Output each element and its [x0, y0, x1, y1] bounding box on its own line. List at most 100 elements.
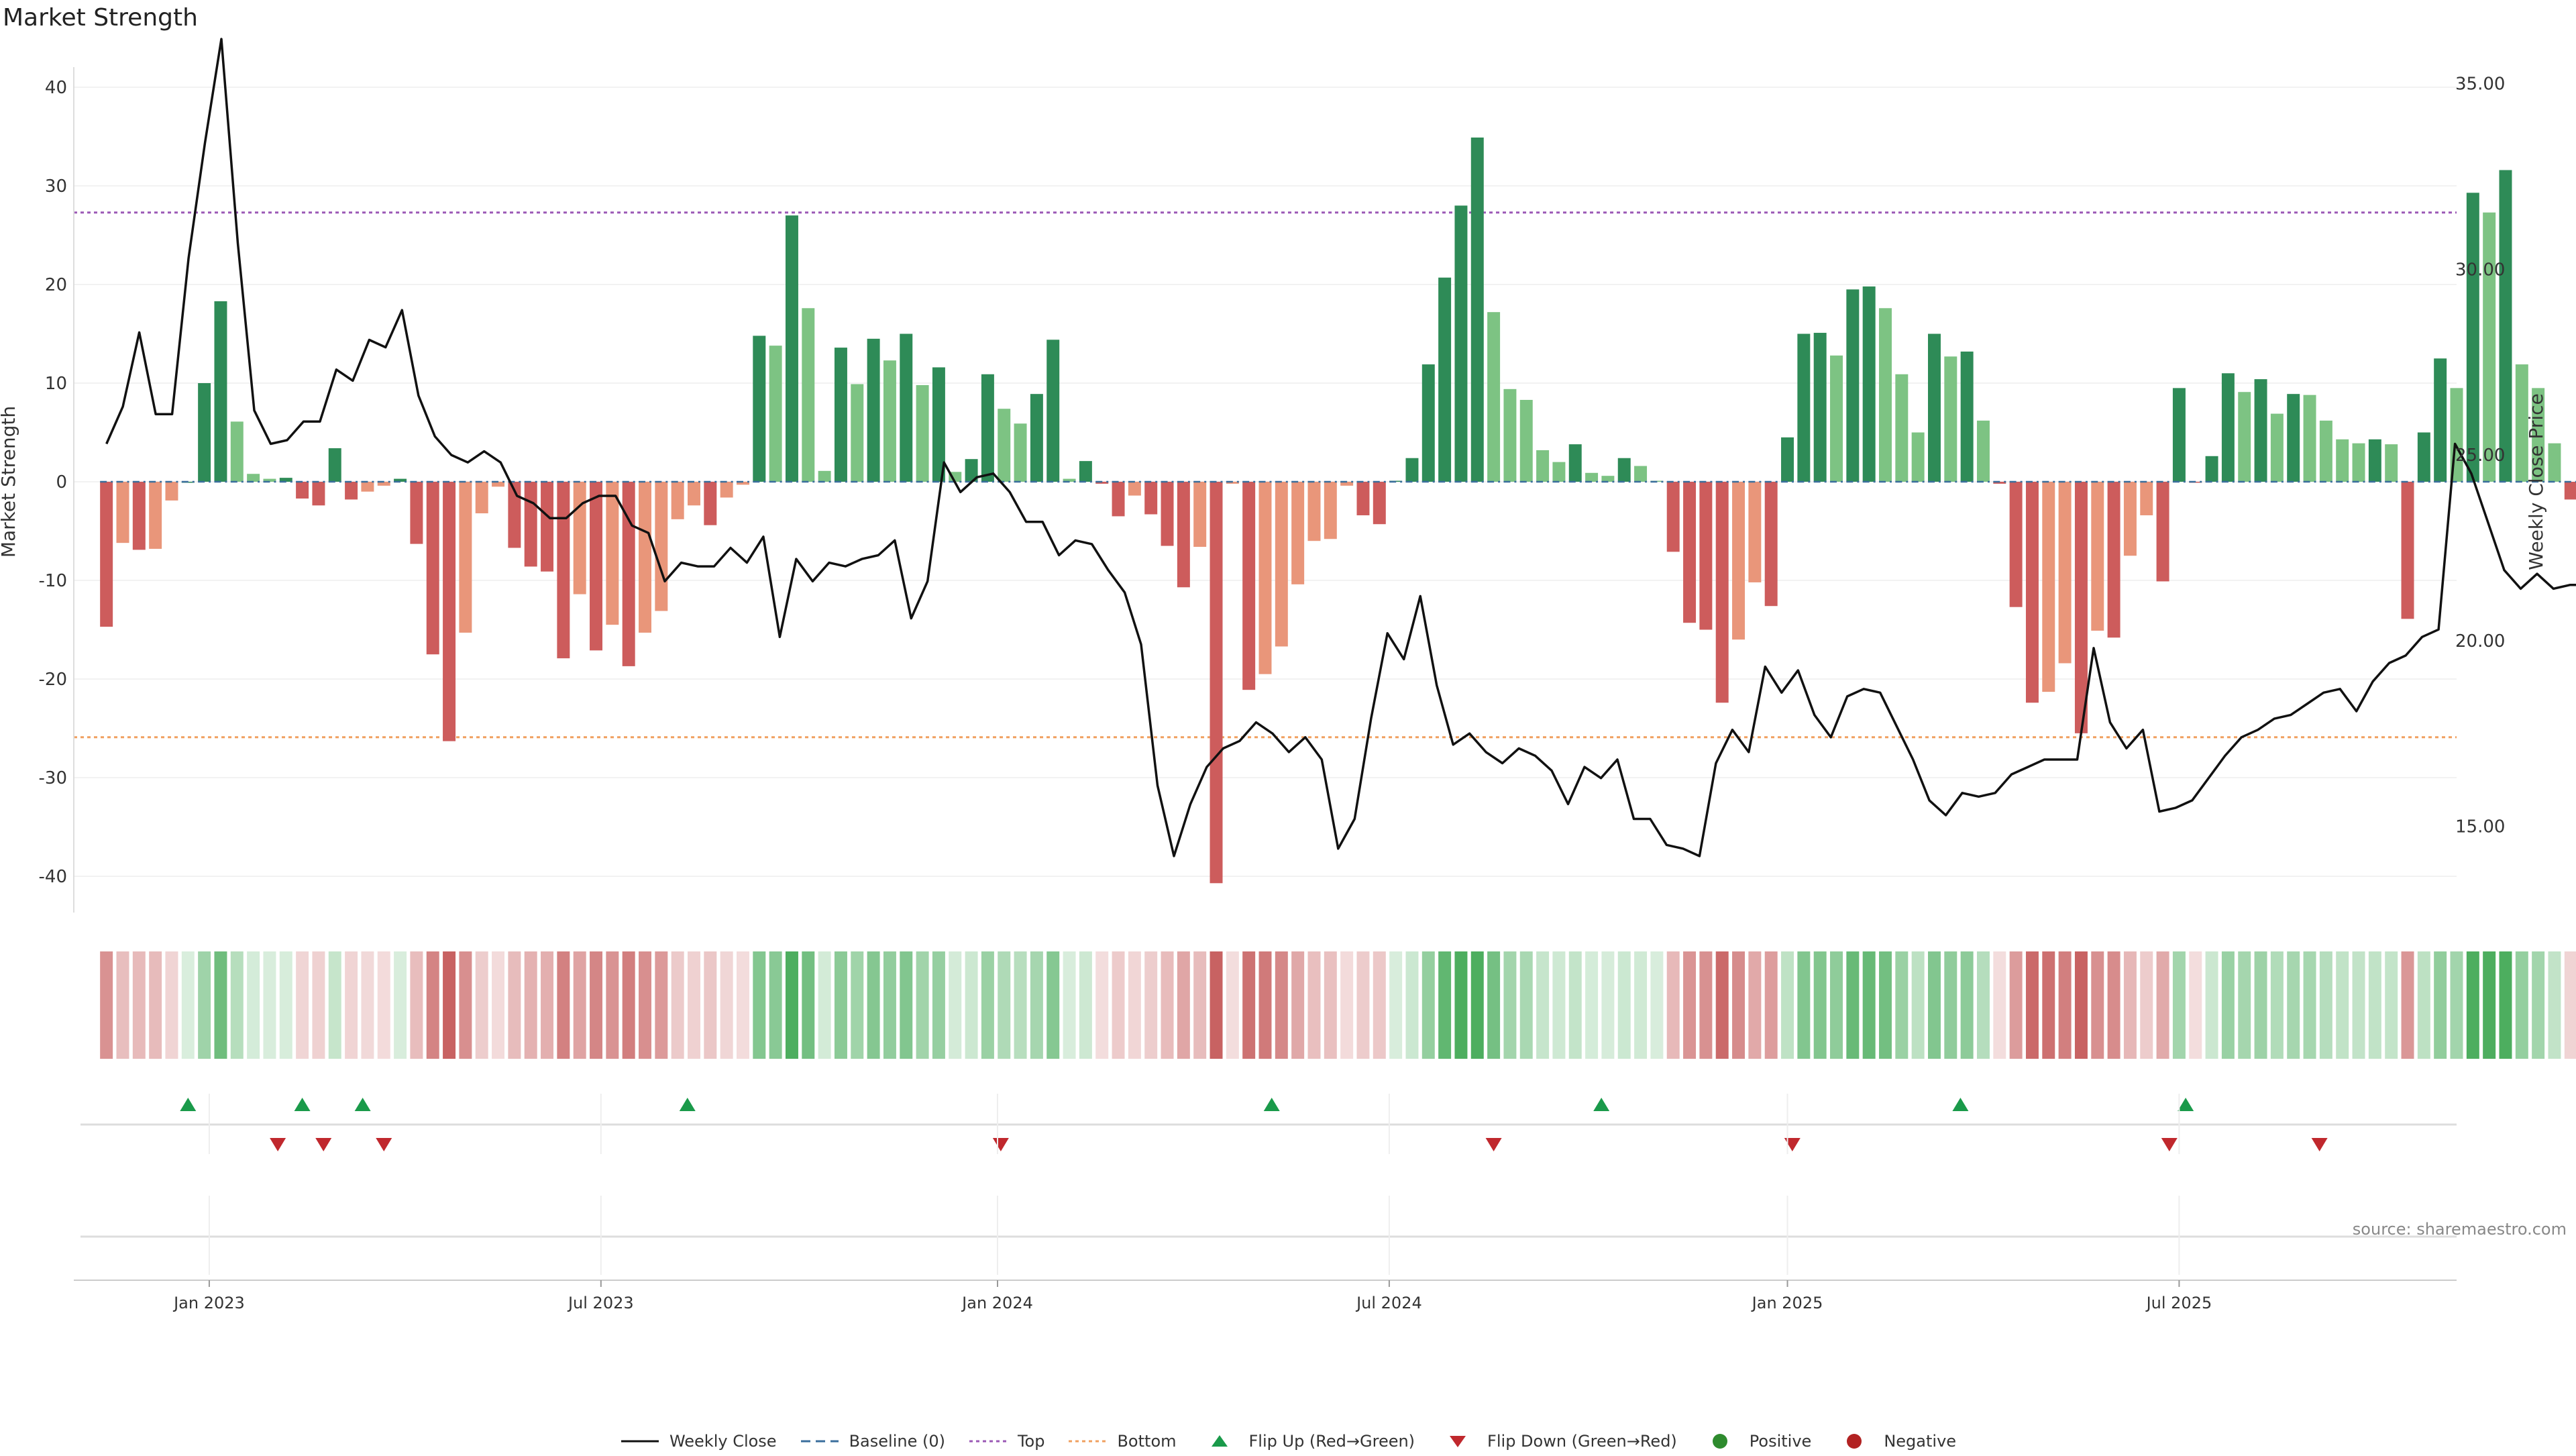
heatmap-cell	[1258, 951, 1272, 1059]
heatmap-cell	[1764, 951, 1778, 1059]
legend-swatch-top	[969, 1440, 1007, 1443]
strength-bar	[2058, 482, 2072, 664]
strength-bar	[573, 482, 586, 594]
y-tick-label-right: 25.00	[2455, 446, 2505, 466]
flip-down-marker	[315, 1138, 332, 1151]
strength-bar	[1944, 356, 1957, 482]
heatmap-cell	[671, 951, 684, 1059]
heatmap-cell	[1911, 951, 1925, 1059]
heatmap-cell	[1568, 951, 1582, 1059]
heatmap-cell	[2156, 951, 2169, 1059]
heatmap-cell	[181, 951, 195, 1059]
strength-bar	[2091, 482, 2104, 631]
heatmap-cell	[1960, 951, 1974, 1059]
heatmap-cell	[1944, 951, 1957, 1059]
heatmap-cell	[1405, 951, 1419, 1059]
heatmap-cell	[1879, 951, 1892, 1059]
weekly-close-line	[105, 38, 2576, 857]
heatmap-cell	[214, 951, 227, 1059]
heatmap-cell	[1128, 951, 1141, 1059]
strength-bar	[655, 482, 668, 611]
strength-bar	[2123, 482, 2137, 556]
strength-bar	[2009, 482, 2023, 607]
strength-bar	[2107, 482, 2121, 638]
legend-label: Flip Down (Green→Red)	[1487, 1432, 1677, 1451]
y-tick-label-right: 20.00	[2455, 631, 2505, 652]
heatmap-cell	[1797, 951, 1811, 1059]
strength-bar	[1862, 286, 1876, 482]
strength-bar	[2221, 373, 2235, 482]
legend-label: Flip Up (Red→Green)	[1248, 1432, 1415, 1451]
heatmap-cell	[2025, 951, 2039, 1059]
heatmap-cell	[834, 951, 847, 1059]
legend-swatch-positive	[1712, 1434, 1727, 1449]
strength-bar	[1210, 482, 1223, 884]
strength-bar	[475, 482, 488, 514]
heatmap-cell	[2238, 951, 2251, 1059]
heatmap-cell	[785, 951, 798, 1059]
heatmap-cell	[2254, 951, 2267, 1059]
heatmap-cell	[2499, 951, 2512, 1059]
heatmap-cell	[1813, 951, 1827, 1059]
market-strength-chart: Market Strength Weekly Close Price 40 30 2…	[0, 38, 2576, 1312]
flip-down-marker	[1485, 1138, 1502, 1151]
heatmap-cell	[1144, 951, 1158, 1059]
legend-swatch-weekly_close	[621, 1440, 659, 1443]
heatmap-cell	[1275, 951, 1288, 1059]
legend-swatch-baseline	[800, 1440, 839, 1443]
flip-up-marker	[294, 1098, 311, 1111]
legend-swatch-flip_up	[1211, 1435, 1228, 1447]
strength-bar	[2352, 443, 2365, 482]
x-tick-label: Jul 2025	[2145, 1294, 2212, 1312]
heatmap-cell	[1536, 951, 1550, 1059]
flip-up-marker	[2178, 1098, 2194, 1111]
heatmap-cell	[1976, 951, 1990, 1059]
heatmap-cell	[622, 951, 635, 1059]
strength-bar	[1161, 482, 1174, 546]
strength-bar	[1813, 333, 1827, 482]
heatmap-cell	[2352, 951, 2365, 1059]
legend-marker	[1712, 1434, 1727, 1449]
heatmap-cell	[1895, 951, 1909, 1059]
strength-bar	[2417, 432, 2430, 482]
heatmap-cell	[443, 951, 456, 1059]
strength-bar	[1128, 482, 1141, 496]
heatmap-cell	[1830, 951, 1843, 1059]
strength-bar	[1258, 482, 1272, 674]
heatmap-cell	[361, 951, 374, 1059]
flip-down-marker	[992, 1138, 1009, 1151]
heatmap-cell	[2287, 951, 2300, 1059]
strength-bar	[1144, 482, 1158, 515]
legend-swatch-negative	[1847, 1434, 1862, 1449]
heatmap-cell	[965, 951, 978, 1059]
heatmap-cell	[165, 951, 178, 1059]
flip-down-marker	[270, 1138, 286, 1151]
strength-bar	[1911, 432, 1925, 482]
strength-bar	[296, 482, 309, 499]
heatmap-cell	[1585, 951, 1599, 1059]
strength-bar	[1046, 340, 1060, 482]
y-tick-label-right: 30.00	[2455, 260, 2505, 280]
heatmap-cell	[1291, 951, 1305, 1059]
strength-bar	[1666, 482, 1680, 552]
strength-bar	[1846, 289, 1860, 482]
x-tick-label: Jan 2024	[961, 1294, 1033, 1312]
y-tick-label-left: -40	[39, 867, 67, 887]
strength-bar	[1993, 482, 2006, 484]
strength-bar	[1927, 333, 1941, 482]
heatmap-cell	[900, 951, 913, 1059]
legend-item-bottom: Bottom	[1067, 1432, 1177, 1451]
heatmap-cell	[1177, 951, 1190, 1059]
strength-bar	[214, 301, 227, 482]
x-tick-label: Jan 2025	[1751, 1294, 1823, 1312]
heatmap-cell	[100, 951, 113, 1059]
heatmap-cell	[2123, 951, 2137, 1059]
heatmap-cell	[1307, 951, 1321, 1059]
strength-bar	[492, 482, 505, 487]
heatmap-cell	[475, 951, 488, 1059]
threshold-lines	[74, 211, 2457, 739]
strength-bar	[345, 482, 358, 500]
heatmap-cell	[1683, 951, 1697, 1059]
strength-bar	[932, 367, 945, 482]
heatmap-cell	[410, 951, 423, 1059]
